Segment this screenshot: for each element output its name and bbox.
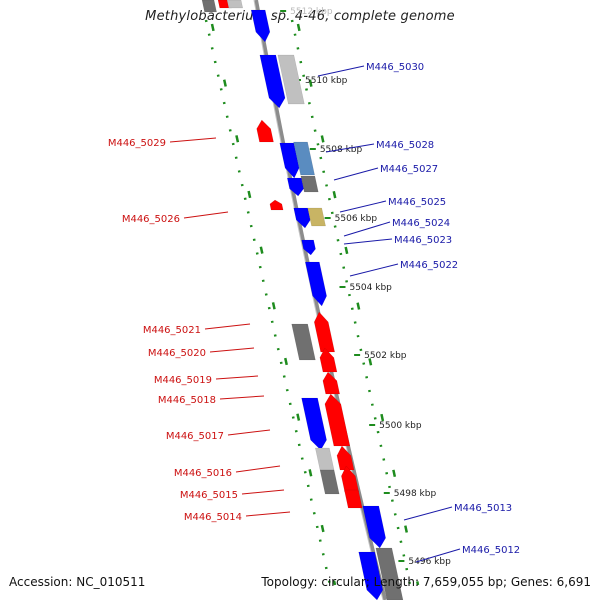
- gene-block: [291, 323, 316, 361]
- gene-block: [344, 489, 363, 509]
- label-leader: [349, 263, 399, 277]
- forward-gene-arrow: [279, 142, 300, 179]
- forward-gene-arrow: [358, 551, 384, 600]
- reverse-gene-arrow: [322, 371, 341, 395]
- label-leader: [317, 65, 365, 77]
- ruler-label: 5510 kbp: [305, 76, 348, 86]
- label-leader: [415, 548, 461, 563]
- gene-block: [293, 141, 315, 176]
- reverse-gene-arrow: [324, 393, 351, 447]
- label-leader: [215, 375, 259, 380]
- ruler-label: 5502 kbp: [364, 351, 407, 361]
- reverse-gene-arrow: [319, 347, 338, 373]
- forward-gene-arrow: [250, 9, 271, 43]
- track-ticks: [210, 23, 337, 586]
- gene-label-reverse: M446_5029: [108, 138, 166, 149]
- gene-block: [226, 0, 244, 9]
- ruler-label: 5508 kbp: [320, 145, 363, 155]
- gene-block: [277, 54, 305, 105]
- gene-label-forward: M446_5024: [392, 218, 450, 229]
- ruler-label: 5498 kbp: [394, 489, 437, 499]
- reverse-gene-arrow: [256, 119, 274, 143]
- gene-block: [201, 0, 217, 13]
- gene-label-forward: M446_5030: [366, 62, 424, 73]
- forward-gene-arrow: [286, 177, 304, 197]
- gene-block: [315, 447, 335, 471]
- map-title: Methylobacterium sp. 4-46, complete geno…: [145, 9, 455, 24]
- gene-label-forward: M446_5023: [394, 235, 452, 246]
- ruler-label: 5496 kbp: [408, 557, 451, 567]
- gene-label-reverse: M446_5014: [184, 512, 242, 523]
- label-leader: [219, 395, 265, 400]
- label-leader: [403, 506, 453, 521]
- gene-block: [300, 175, 319, 193]
- gene-label-forward: M446_5027: [380, 164, 438, 175]
- ruler: 5512 kbp 5510 kbp 5508 kbp 5506 kbp 5504 kbp…: [280, 7, 451, 567]
- gene-label-reverse: M446_5018: [158, 395, 216, 406]
- gene-label-reverse: M446_5016: [174, 468, 232, 479]
- gene-label-forward: M446_5013: [454, 503, 512, 514]
- ruler-label: 5512 kbp: [290, 7, 333, 17]
- label-leader: [339, 200, 387, 213]
- label-leader: [209, 347, 255, 353]
- gene-label-forward: M446_5012: [462, 545, 520, 556]
- label-leader: [204, 323, 251, 330]
- gene-block: [375, 547, 404, 600]
- forward-gene-arrow: [293, 207, 311, 229]
- gene-block: [319, 469, 340, 495]
- forward-gene-arrow: [305, 261, 327, 307]
- ruler-label: 5500 kbp: [379, 421, 422, 431]
- gene-label-reverse: M446_5026: [122, 214, 180, 225]
- gene-labels: M446_5030 M446_5028 M446_5027 M446_5025 M446…: [108, 62, 520, 563]
- label-leader: [169, 137, 217, 143]
- genes: [201, 0, 404, 600]
- label-leader: [183, 211, 229, 219]
- ruler-label: 5504 kbp: [349, 283, 392, 293]
- gene-label-forward: M446_5022: [400, 260, 458, 271]
- ruler-label: 5506 kbp: [335, 214, 378, 224]
- forward-gene-arrow: [301, 239, 316, 256]
- label-leader: [325, 143, 375, 153]
- forward-gene-arrow: [362, 505, 386, 549]
- accession-label: Accession: NC_010511: [9, 575, 146, 589]
- label-leader: [241, 489, 285, 495]
- gene-label-reverse: M446_5015: [180, 490, 238, 501]
- dotted-tracks: [204, 19, 420, 586]
- gene-block: [307, 207, 326, 227]
- reverse-gene-arrow: [269, 199, 284, 211]
- reverse-gene-arrow: [336, 445, 355, 471]
- label-leader: [343, 221, 391, 237]
- label-leader: [343, 238, 393, 245]
- forward-gene-arrow: [259, 54, 286, 109]
- gene-label-forward: M446_5025: [388, 197, 446, 208]
- topology-label: Topology: circular; Length: 7,659,055 bp…: [261, 575, 591, 589]
- gene-label-reverse: M446_5021: [143, 325, 201, 336]
- track-ticks: [296, 23, 420, 586]
- label-leader: [235, 465, 281, 473]
- gene-label-reverse: M446_5017: [166, 431, 224, 442]
- gene-label-forward: M446_5028: [376, 140, 434, 151]
- gene-label-reverse: M446_5019: [154, 375, 212, 386]
- label-leader: [245, 511, 291, 517]
- gene-label-reverse: M446_5020: [148, 348, 206, 359]
- label-leader: [227, 429, 271, 436]
- reverse-gene-arrow: [313, 311, 335, 353]
- forward-gene-arrow: [301, 397, 327, 451]
- label-leader: [333, 167, 379, 181]
